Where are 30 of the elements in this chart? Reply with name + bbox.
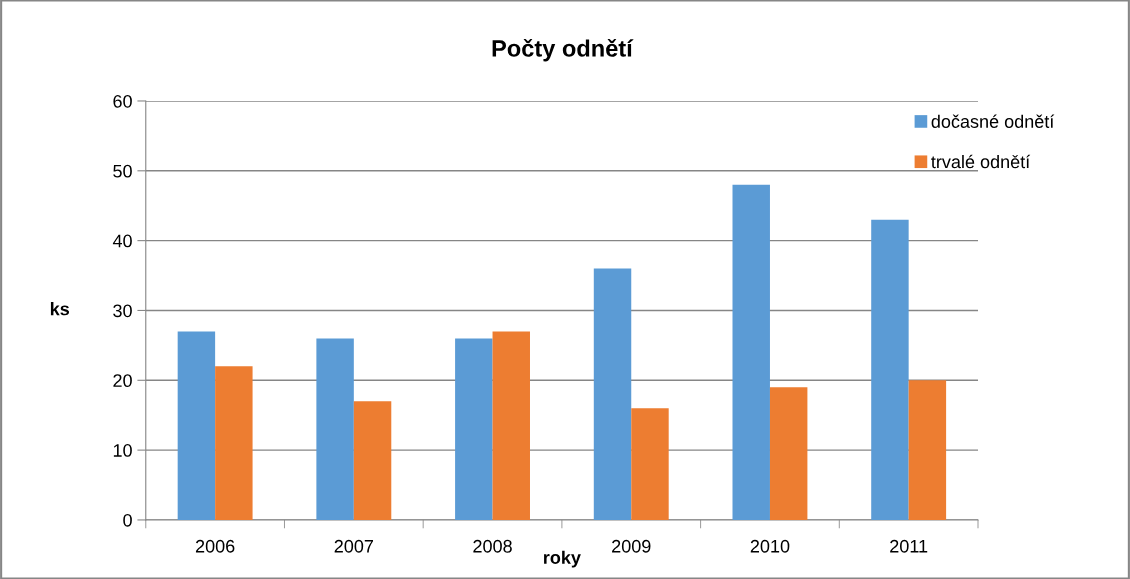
x-tick-label: 2011 [890, 539, 928, 553]
legend-label: dočasné odnětí [931, 114, 1055, 128]
bar [631, 408, 669, 520]
x-axis-title: roky [544, 550, 581, 568]
bar [871, 219, 909, 520]
x-tick-label: 2008 [473, 539, 512, 553]
x-tick-label: 2007 [334, 539, 374, 553]
bar [455, 338, 493, 520]
y-tick-label: 20 [113, 374, 132, 388]
bar [316, 338, 354, 520]
y-tick-label: 60 [113, 94, 132, 108]
y-tick-label: 30 [113, 304, 132, 318]
x-tick-label: 2009 [612, 539, 651, 553]
y-tick-label: 50 [113, 164, 132, 178]
bar [353, 401, 392, 520]
x-tick-label: 2010 [750, 539, 790, 553]
y-tick-label: 40 [112, 234, 132, 248]
y-axis-title: ks [50, 302, 70, 316]
x-tick-label: 2006 [195, 539, 235, 553]
bar [769, 387, 808, 520]
y-tick-label: 10 [113, 444, 132, 457]
bar [908, 380, 947, 520]
bar [492, 331, 530, 520]
bar [215, 366, 253, 520]
bar [732, 184, 770, 520]
bar [593, 268, 632, 520]
legend-label: trvalé odnětí [931, 154, 1031, 169]
bar [177, 331, 216, 520]
y-tick-label: 0 [123, 513, 132, 527]
chart-title: Počty odnětí [492, 38, 634, 62]
